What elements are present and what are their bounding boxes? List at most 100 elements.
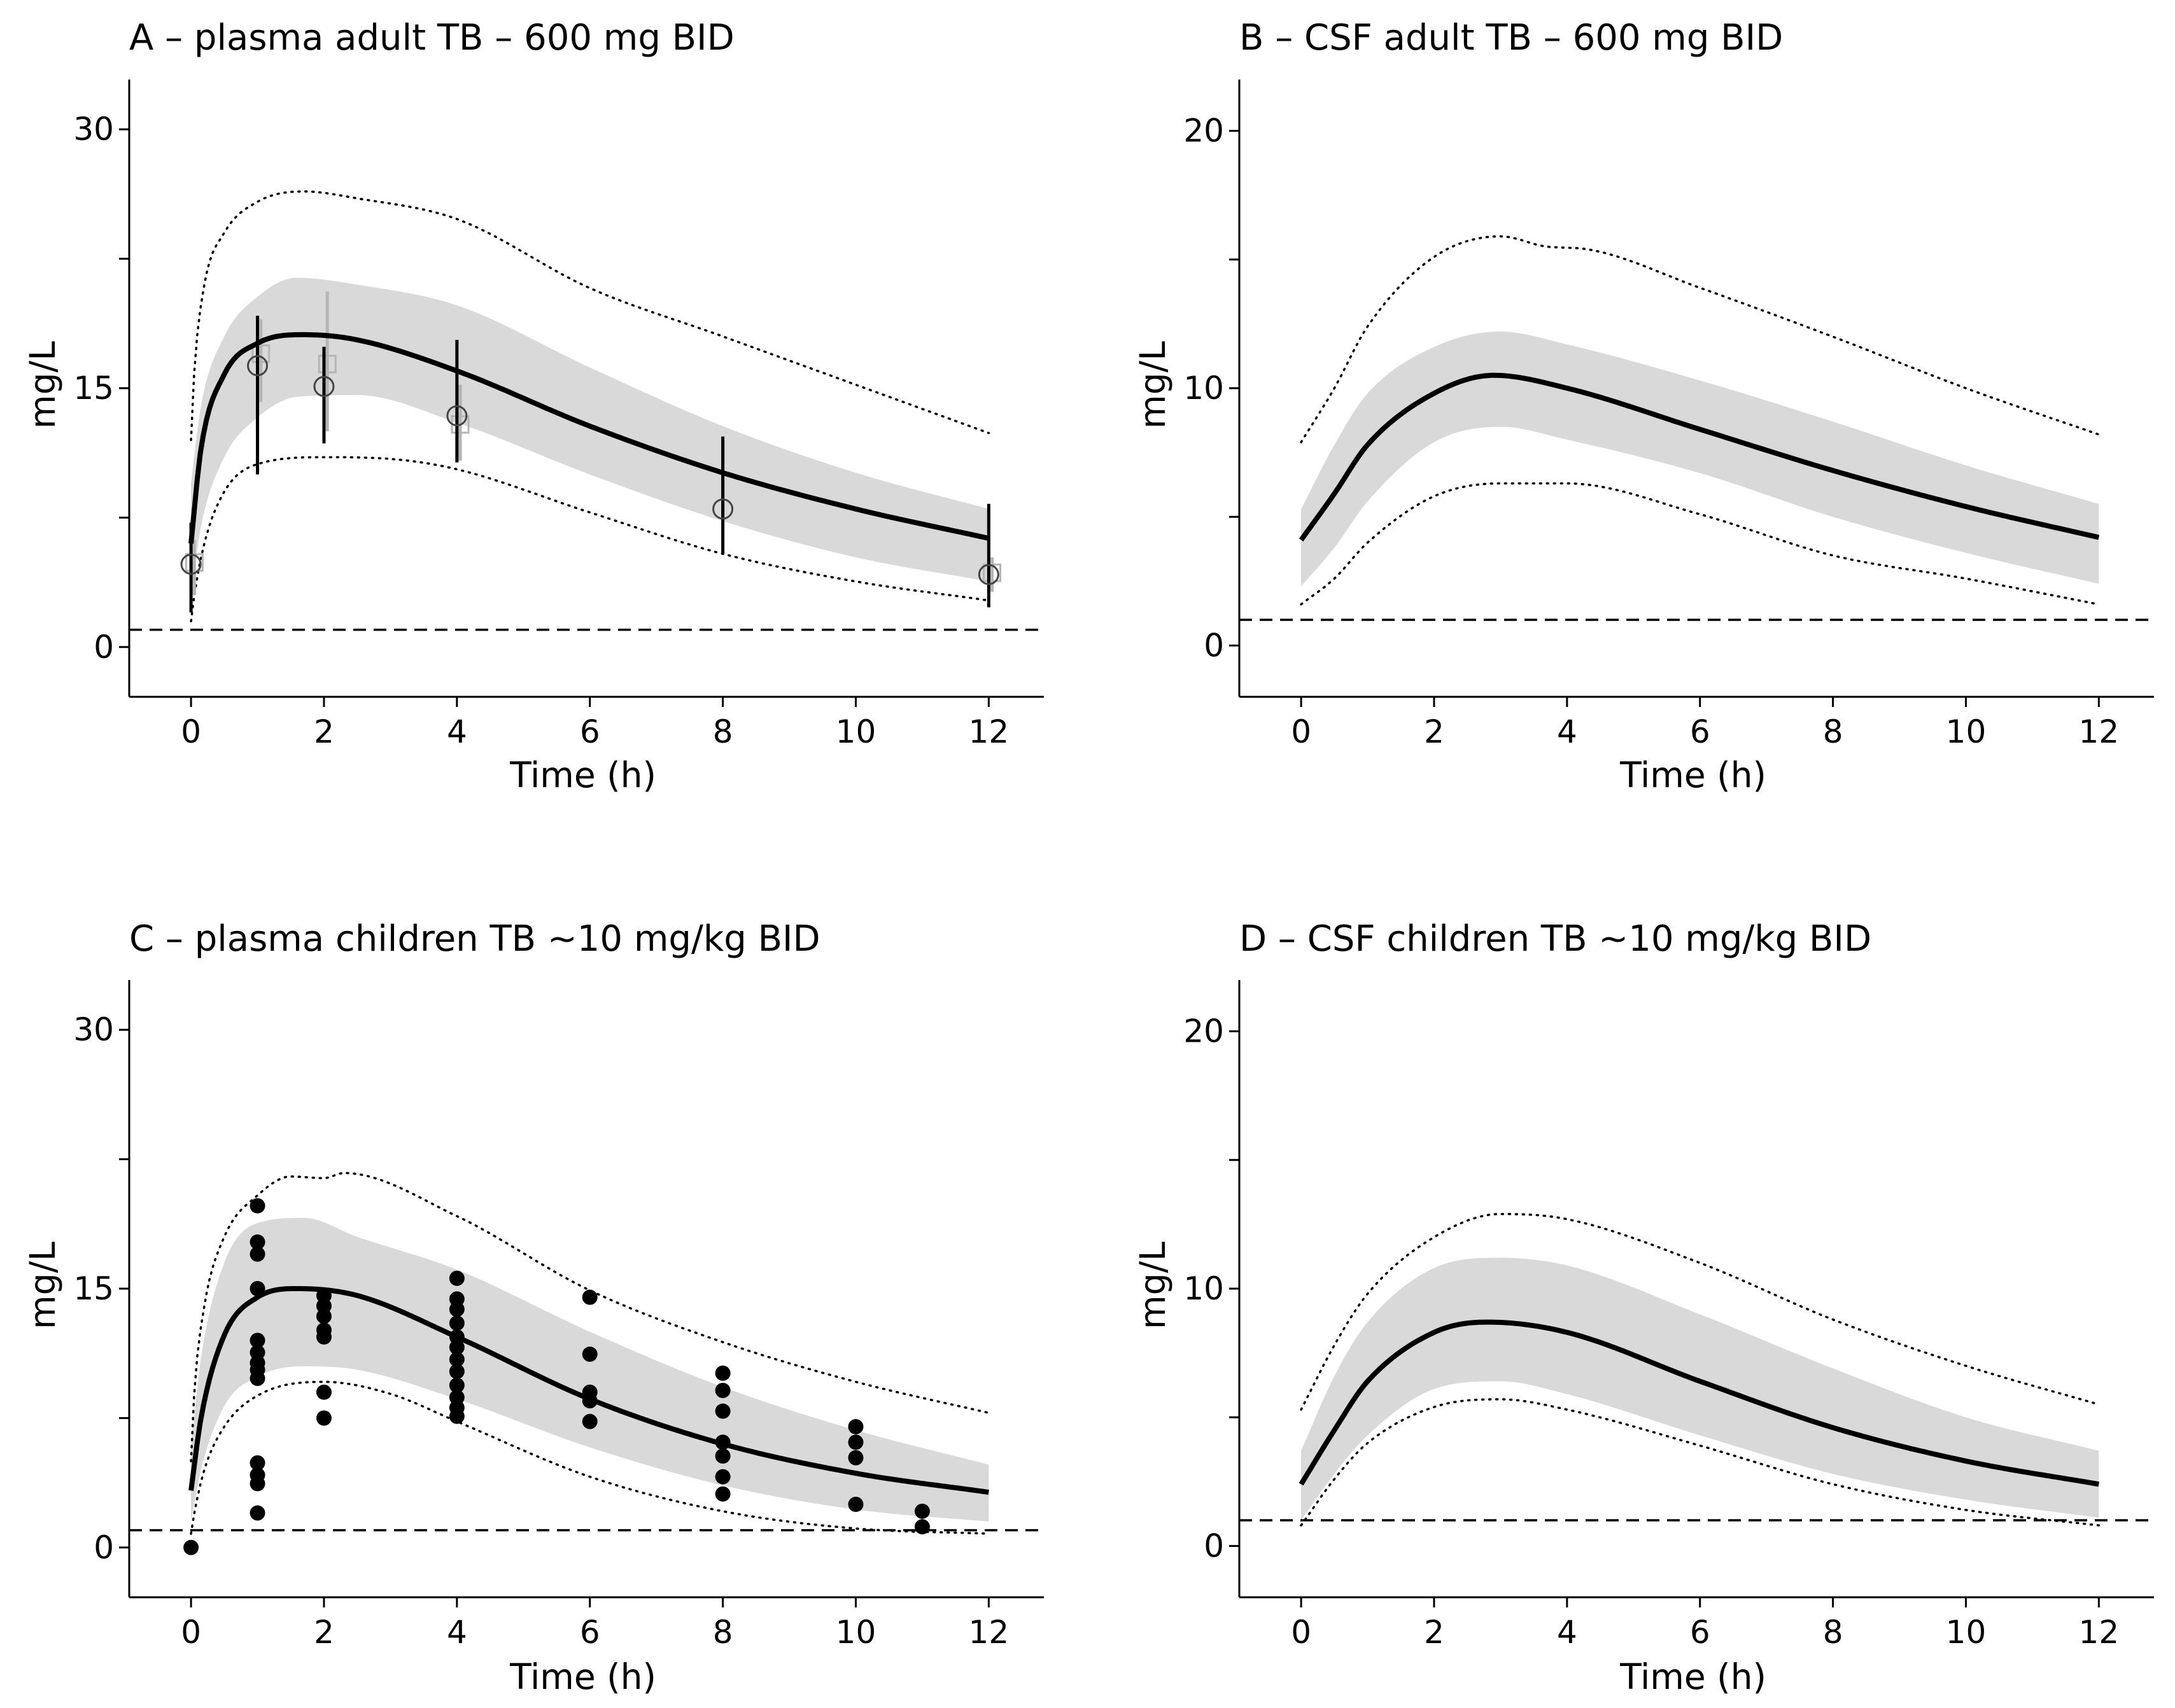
panel-a-secondary-point-0: [185, 553, 204, 572]
panel-c-x-tick-label-6: 6: [580, 1614, 600, 1651]
panel-c-observed-point-5: [250, 1333, 265, 1348]
panel-a-y-tick-label-0: 0: [94, 629, 114, 666]
panel-c-observed-point-4: [250, 1281, 265, 1296]
panel-a-x-tick-label-12: 12: [969, 713, 1010, 750]
panel-b-y-tick-label-10: 10: [1183, 370, 1224, 407]
panel-c-y-tick-label-30: 30: [73, 1011, 114, 1048]
panel-d-x-tick-label-4: 4: [1557, 1614, 1577, 1651]
panel-c-observed-point-50: [914, 1519, 930, 1535]
panel-d-ylabel: mg/L: [1132, 1242, 1173, 1329]
panel-b-x-tick-label-6: 6: [1690, 713, 1710, 750]
panel-b-x-tick-label-10: 10: [1946, 713, 1987, 750]
panel-b-x-tick-label-2: 2: [1424, 713, 1444, 750]
panel-c-observed-point-21: [449, 1270, 465, 1286]
panel-a-secondary-point-1: [251, 344, 271, 363]
panel-c-observed-point-18: [316, 1329, 332, 1345]
panel-c-observed-point-3: [250, 1246, 265, 1262]
panel-d-x-tick-label-8: 8: [1823, 1614, 1843, 1651]
panel-c-observed-point-46: [848, 1434, 864, 1450]
panel-c-observed-point-26: [449, 1340, 465, 1355]
panel-c-observed-point-49: [914, 1503, 930, 1519]
panel-c-observed-point-12: [250, 1476, 265, 1492]
panel-d-x-tick-label-0: 0: [1291, 1614, 1311, 1651]
panel-a-pi-upper-line: [190, 190, 990, 442]
panel-c-observed-point-23: [449, 1301, 465, 1317]
panel-a-median-line: [188, 332, 990, 544]
panel-a-xlabel: Time (h): [509, 755, 656, 795]
panel-a-x-tick-label-2: 2: [314, 713, 334, 750]
panel-d-x-tick-label-2: 2: [1424, 1614, 1444, 1651]
panel-c-observed-point-16: [316, 1308, 332, 1324]
panel-a-observed-point-4: [712, 498, 734, 520]
panel-a-x-tick-label-10: 10: [836, 713, 876, 750]
panel-a-x-tick-label-6: 6: [580, 713, 600, 750]
panel-c-observed-point-20: [316, 1410, 332, 1426]
panel-c-x-tick-label-4: 4: [447, 1614, 467, 1651]
panel-c-observed-point-40: [715, 1403, 731, 1419]
panel-d-median-line: [1299, 1319, 2099, 1487]
panel-b-y-tick-label-0: 0: [1204, 627, 1224, 664]
panel-c-observed-point-2: [250, 1234, 265, 1250]
panel-c-observed-point-34: [582, 1347, 598, 1362]
panel-b-median-line: [1299, 372, 2100, 542]
panel-c-observed-point-42: [715, 1448, 731, 1464]
panel-c-observed-point-44: [715, 1486, 731, 1502]
panel-c-x-tick-label-2: 2: [314, 1614, 334, 1651]
panel-a-secondary-point-4: [983, 563, 1002, 582]
panel-d-y-tick-label-20: 20: [1183, 1013, 1224, 1050]
panel-b-x-tick-label-12: 12: [2079, 713, 2120, 750]
panel-c-observed-point-10: [250, 1455, 265, 1471]
panel-c-observed-point-36: [582, 1393, 598, 1409]
panel-b-x-tick-label-0: 0: [1291, 713, 1311, 750]
panel-c-observed-point-37: [582, 1413, 598, 1429]
panel-c-observed-point-41: [715, 1434, 731, 1450]
panel-d-y-tick-label-10: 10: [1183, 1270, 1224, 1307]
panel-c-x-tick-label-0: 0: [181, 1614, 201, 1651]
panel-c-observed-point-19: [316, 1384, 332, 1400]
panel-c-observed-point-1: [250, 1198, 265, 1214]
panel-c-observed-point-27: [449, 1352, 465, 1368]
panel-c-observed-point-45: [848, 1418, 864, 1434]
panel-b-x-tick-label-4: 4: [1557, 713, 1577, 750]
panel-c-observed-point-9: [250, 1371, 265, 1387]
panel-b-y-tick-label-20: 20: [1183, 113, 1224, 150]
panel-c-observed-point-47: [848, 1450, 864, 1466]
panel-c-y-tick-label-0: 0: [94, 1529, 114, 1566]
panel-b-confidence-band: [1301, 332, 2099, 587]
panel-a-observed-point-1: [247, 355, 269, 377]
panel-c-observed-point-28: [449, 1364, 465, 1380]
panel-a-observed-point-3: [446, 405, 468, 426]
panel-a-observed-point-0: [180, 554, 202, 575]
panel-d-pi-lower-line: [1300, 1398, 2101, 1527]
panel-a-confidence-band: [191, 277, 989, 596]
panel-b-x-tick-label-8: 8: [1823, 713, 1843, 750]
panel-a-y-tick-label-30: 30: [73, 111, 114, 148]
panel-b-xlabel: Time (h): [1619, 755, 1766, 795]
panel-a-title: A – plasma adult TB – 600 mg BID: [129, 17, 735, 59]
panel-c-x-tick-label-8: 8: [713, 1614, 733, 1651]
panel-d-title: D – CSF children TB ~10 mg/kg BID: [1239, 918, 1871, 960]
panel-c-confidence-band: [191, 1217, 989, 1522]
panel-d-x-tick-label-12: 12: [2079, 1614, 2120, 1651]
panel-b-title: B – CSF adult TB – 600 mg BID: [1239, 17, 1783, 59]
panel-d-xlabel: Time (h): [1619, 1656, 1766, 1697]
panel-c-observed-point-32: [449, 1408, 465, 1424]
panel-c-observed-point-29: [449, 1377, 465, 1393]
panel-d: D – CSF children TB ~10 mg/kg BID 0 2 4 6 8 1…: [1132, 918, 2154, 1697]
panel-c-xlabel: Time (h): [509, 1656, 656, 1697]
panel-c-x-tick-label-10: 10: [836, 1614, 876, 1651]
panel-c-observed-point-0: [183, 1539, 199, 1555]
panel-a-y-tick-label-15: 15: [73, 370, 114, 407]
panel-c-observed-point-33: [582, 1289, 598, 1305]
panel-b-pi-upper-line: [1300, 235, 2101, 444]
panel-c: C – plasma children TB ~10 mg/kg BID 0 2 4…: [22, 918, 1044, 1697]
panel-c-pi-upper-line: [190, 1172, 990, 1462]
panel-c-observed-point-24: [449, 1315, 465, 1331]
panel-c-x-tick-label-12: 12: [969, 1614, 1010, 1651]
panel-b-plot: 0 2 4 6 8 10 12 0 10 20: [1183, 80, 2154, 750]
panel-a-x-tick-label-4: 4: [447, 713, 467, 750]
panel-c-observed-point-48: [848, 1496, 864, 1512]
panel-a: A – plasma adult TB – 600 mg BID 0 2 4 6 8 10…: [22, 17, 1044, 795]
panel-c-y-tick-label-15: 15: [73, 1270, 114, 1307]
panel-a-observed-point-5: [978, 564, 999, 585]
